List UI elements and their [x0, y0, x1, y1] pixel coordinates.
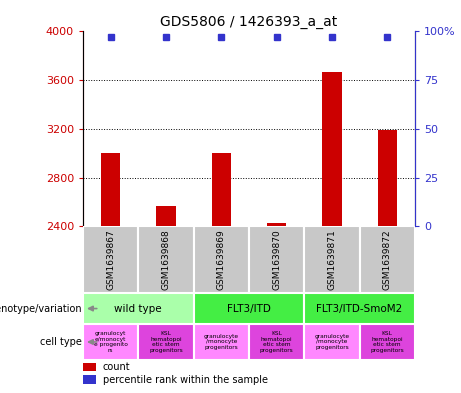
Text: GSM1639871: GSM1639871: [327, 230, 337, 290]
Bar: [83, 375, 96, 384]
Text: FLT3/ITD: FLT3/ITD: [227, 303, 271, 314]
Text: FLT3/ITD-SmoM2: FLT3/ITD-SmoM2: [316, 303, 403, 314]
Bar: [101, 153, 120, 226]
Text: count: count: [103, 362, 130, 372]
Text: KSL
hematopoi
etic stem
progenitors: KSL hematopoi etic stem progenitors: [149, 331, 183, 353]
Bar: [83, 363, 96, 371]
Bar: [138, 324, 194, 360]
Bar: [360, 226, 415, 293]
Text: wild type: wild type: [114, 303, 162, 314]
Text: KSL
hematopoi
etic stem
progenitors: KSL hematopoi etic stem progenitors: [260, 331, 294, 353]
Text: KSL
hematopoi
etic stem
progenitors: KSL hematopoi etic stem progenitors: [370, 331, 404, 353]
Bar: [156, 206, 176, 226]
Text: granulocyt
e/monocyt
e progenito
rs: granulocyt e/monocyt e progenito rs: [94, 331, 128, 353]
Bar: [194, 293, 304, 324]
Bar: [83, 293, 194, 324]
Text: GSM1639867: GSM1639867: [106, 230, 115, 290]
Text: granulocyte
/monocyte
progenitors: granulocyte /monocyte progenitors: [204, 334, 239, 350]
Bar: [304, 324, 360, 360]
Text: GSM1639869: GSM1639869: [217, 230, 226, 290]
Bar: [138, 226, 194, 293]
Text: cell type: cell type: [40, 337, 82, 347]
Text: granulocyte
/monocyte
progenitors: granulocyte /monocyte progenitors: [314, 334, 349, 350]
Bar: [304, 293, 415, 324]
Bar: [322, 72, 342, 226]
Bar: [267, 223, 286, 226]
Bar: [360, 324, 415, 360]
Bar: [378, 130, 397, 226]
Text: genotype/variation: genotype/variation: [0, 303, 82, 314]
Text: GSM1639872: GSM1639872: [383, 230, 392, 290]
Bar: [249, 324, 304, 360]
Text: GSM1639868: GSM1639868: [161, 230, 171, 290]
Bar: [194, 226, 249, 293]
Bar: [304, 226, 360, 293]
Bar: [249, 226, 304, 293]
Text: GSM1639870: GSM1639870: [272, 230, 281, 290]
Text: percentile rank within the sample: percentile rank within the sample: [103, 375, 268, 385]
Bar: [212, 153, 231, 226]
Bar: [83, 324, 138, 360]
Bar: [194, 324, 249, 360]
Bar: [83, 226, 138, 293]
Title: GDS5806 / 1426393_a_at: GDS5806 / 1426393_a_at: [160, 15, 337, 29]
